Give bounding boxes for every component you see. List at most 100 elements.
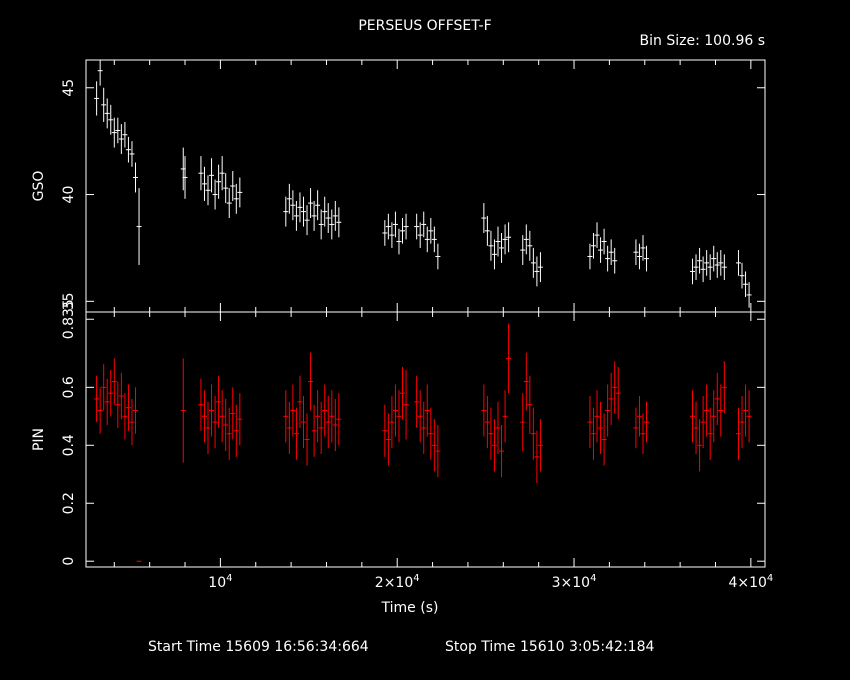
gso-panel: 35 40 45 GSO xyxy=(31,59,766,313)
data-point xyxy=(216,164,222,199)
data-point xyxy=(506,323,512,394)
bin-size-label: Bin Size: 100.96 s xyxy=(640,33,765,49)
data-point xyxy=(382,220,388,246)
data-point xyxy=(431,419,437,472)
data-point xyxy=(700,396,706,449)
x-tick-label-base: 4×10 xyxy=(728,575,766,591)
data-point xyxy=(697,419,703,472)
data-point xyxy=(385,413,391,466)
data-point xyxy=(311,404,317,457)
data-point xyxy=(633,239,639,266)
data-point xyxy=(414,375,420,428)
data-point xyxy=(385,213,391,240)
y-tick-label: 45 xyxy=(61,79,77,97)
data-point xyxy=(495,226,501,257)
data-point xyxy=(594,390,600,443)
data-point xyxy=(424,226,430,253)
data-point xyxy=(605,384,611,437)
data-point xyxy=(428,407,434,460)
data-point xyxy=(640,413,646,454)
data-point xyxy=(226,407,232,460)
data-point xyxy=(318,401,324,454)
data-point xyxy=(315,390,321,443)
data-point xyxy=(587,396,593,449)
panel-frame xyxy=(85,311,766,568)
data-point xyxy=(506,222,512,253)
data-point xyxy=(311,200,317,231)
x-tick-label-exponent: 4 xyxy=(226,573,232,584)
data-point xyxy=(392,211,398,238)
data-point xyxy=(636,396,642,437)
data-point xyxy=(389,222,395,248)
data-point xyxy=(209,384,215,437)
data-point xyxy=(322,196,328,227)
data-point xyxy=(527,230,533,261)
data-point xyxy=(636,243,642,270)
data-point xyxy=(721,254,727,280)
data-point xyxy=(644,245,650,272)
data-point xyxy=(735,250,741,276)
y-tick-label: 0.835 xyxy=(61,299,77,339)
data-point xyxy=(198,378,204,431)
data-point xyxy=(721,361,727,414)
data-point xyxy=(111,358,117,405)
data-point xyxy=(714,252,720,278)
data-point xyxy=(739,396,745,449)
chart-title: PERSEUS OFFSET-F xyxy=(358,18,491,34)
data-point xyxy=(488,407,494,460)
data-point xyxy=(300,196,306,227)
data-point xyxy=(523,224,529,255)
x-tick-label: 104 xyxy=(208,573,232,591)
data-point xyxy=(233,404,239,457)
x-tick-label: 3×104 xyxy=(552,573,597,591)
data-point xyxy=(403,213,409,240)
data-point xyxy=(435,243,441,270)
data-point xyxy=(424,384,430,437)
y-tick-label: 40 xyxy=(61,186,77,204)
data-point xyxy=(322,384,328,437)
data-point xyxy=(704,384,710,437)
data-point xyxy=(332,398,338,452)
data-point xyxy=(308,352,314,411)
data-point xyxy=(488,230,494,261)
data-point xyxy=(94,81,100,116)
data-point xyxy=(212,179,218,210)
data-point xyxy=(537,419,543,472)
data-point xyxy=(304,205,310,236)
data-point xyxy=(590,407,596,460)
data-point xyxy=(233,183,239,214)
data-point xyxy=(746,282,752,308)
data-point xyxy=(743,271,749,298)
y-tick-label: 35 xyxy=(61,292,77,310)
data-point xyxy=(700,256,706,283)
y-tick-label: 0 xyxy=(61,557,77,566)
data-point xyxy=(136,188,142,266)
data-point xyxy=(104,98,110,129)
data-point xyxy=(484,396,490,449)
y-tick-label: 0.2 xyxy=(61,492,77,514)
y-tick-label: 0.6 xyxy=(61,376,77,398)
stop-time-label: Stop Time 15610 3:05:42:184 xyxy=(445,639,654,655)
data-point xyxy=(499,232,505,263)
data-point xyxy=(601,228,607,255)
data-point xyxy=(601,413,607,466)
data-point xyxy=(417,390,423,443)
data-point xyxy=(382,404,388,457)
data-point xyxy=(527,375,533,434)
data-point xyxy=(94,375,100,423)
data-point xyxy=(608,239,614,266)
x-tick-label-exponent: 4 xyxy=(767,573,773,584)
data-point xyxy=(226,188,232,219)
data-point xyxy=(122,393,128,440)
data-point xyxy=(97,387,103,434)
data-point xyxy=(329,390,335,443)
data-point xyxy=(230,387,236,440)
data-point xyxy=(396,228,402,255)
data-point xyxy=(293,407,299,460)
data-point xyxy=(293,200,299,231)
data-point xyxy=(644,401,650,443)
series-group xyxy=(94,323,752,562)
data-point xyxy=(115,381,121,428)
data-point xyxy=(182,156,188,199)
